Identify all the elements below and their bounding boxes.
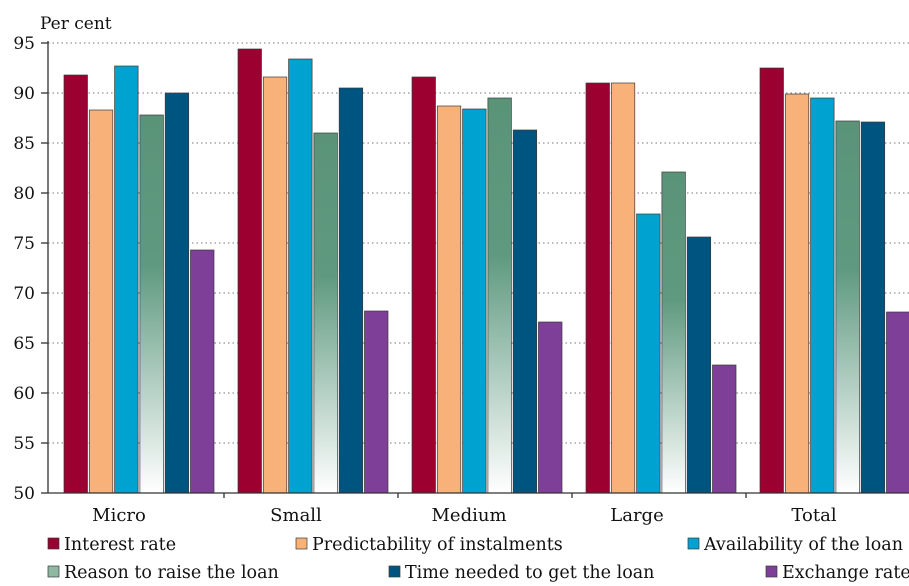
legend-swatch: [295, 537, 308, 550]
legend-label: Predictability of instalments: [312, 535, 563, 555]
bar: [810, 97, 835, 494]
bar: [114, 65, 139, 494]
y-tick-labels: 50 55 60 65 70 75 80 85 90 95: [13, 34, 35, 504]
x-category-label: Small: [270, 505, 322, 526]
y-tick-label: 95: [13, 34, 35, 54]
bar: [262, 76, 288, 494]
legend-swatch: [765, 565, 778, 578]
bar: [88, 109, 114, 494]
bars: [63, 48, 909, 494]
legend-label: Reason to raise the loan: [64, 563, 279, 583]
bar: [164, 92, 190, 494]
bar: [237, 48, 262, 494]
bar: [610, 82, 636, 494]
bar: [462, 108, 487, 494]
bar: [835, 120, 860, 494]
bar: [313, 132, 338, 494]
x-category-label: Large: [610, 505, 663, 526]
legend-swatch: [47, 565, 60, 578]
legend-label: Availability of the loan: [703, 535, 903, 555]
bar: [538, 321, 563, 494]
bar: [686, 236, 712, 494]
y-tick-label: 60: [13, 384, 35, 404]
bar: [338, 87, 364, 494]
bar: [886, 311, 909, 494]
y-tick-label: 55: [13, 434, 35, 454]
bar: [759, 67, 784, 494]
x-category-label: Total: [791, 505, 836, 526]
y-tick-label: 80: [13, 184, 35, 204]
legend: Interest rate Predictability of instalmen…: [47, 535, 909, 583]
bar: [487, 97, 512, 494]
y-tick-label: 65: [13, 334, 35, 354]
legend-label: Exchange rate: [782, 563, 909, 583]
y-tick-label: 90: [13, 84, 35, 104]
legend-label: Time needed to get the loan: [405, 563, 654, 583]
legend-swatch: [687, 537, 700, 550]
legend-swatch: [47, 537, 60, 550]
x-category-labels: Micro Small Medium Large Total: [92, 505, 837, 526]
y-tick-label: 50: [13, 484, 35, 504]
legend-swatch: [388, 565, 401, 578]
bar: [636, 213, 661, 494]
y-tick-label: 70: [13, 284, 35, 304]
bar: [512, 129, 538, 494]
axes: [41, 41, 909, 498]
bar: [712, 364, 737, 494]
x-category-label: Medium: [431, 505, 506, 526]
bar: [288, 58, 313, 494]
bar: [860, 121, 886, 494]
bar: [411, 76, 436, 494]
y-tick-label: 75: [13, 234, 35, 254]
y-tick-label: 85: [13, 134, 35, 154]
y-axis-label: Per cent: [40, 14, 112, 34]
bar: [190, 249, 215, 494]
x-category-label: Micro: [92, 505, 146, 526]
bar: [661, 171, 686, 494]
bar: [436, 105, 462, 494]
bar: [63, 74, 88, 494]
bar: [364, 310, 389, 494]
bar: [585, 82, 610, 494]
legend-label: Interest rate: [64, 535, 176, 555]
bar: [139, 114, 164, 494]
bar: [784, 93, 810, 494]
